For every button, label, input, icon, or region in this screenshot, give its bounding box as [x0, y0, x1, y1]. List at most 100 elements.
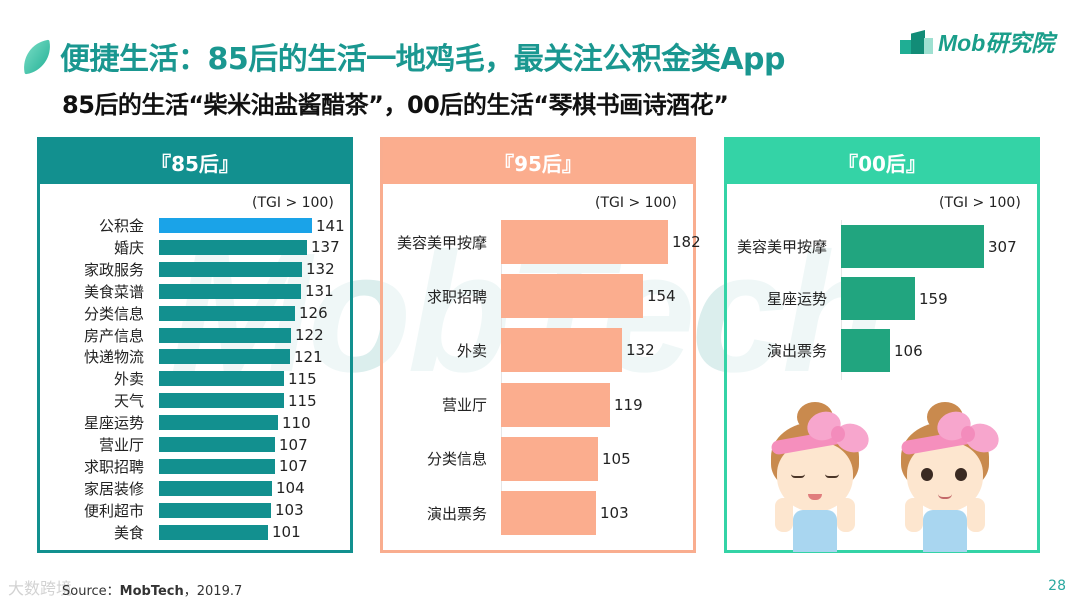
- bar-row: 星座运势 110: [40, 414, 311, 433]
- bar-row: 婚庆 137: [40, 238, 340, 257]
- source-brand: MobTech: [119, 584, 184, 599]
- bar: [501, 220, 668, 264]
- bar-label: 营业厅: [441, 396, 487, 415]
- panel-00: 『00后』 (TGI > 100) 美容美甲按摩 307 星座运势 159 演出票务 10…: [724, 137, 1040, 553]
- panel-85: 『85后』 (TGI > 100) 公积金 141 婚庆 137 家政服务 132 美食菜谱…: [37, 137, 353, 553]
- source-note: Source：MobTech，2019.7: [62, 584, 243, 599]
- panel-85-title: 『85后』: [40, 140, 350, 184]
- bar: [159, 283, 301, 299]
- bar: [841, 329, 890, 372]
- building-logo-icon: [900, 28, 934, 54]
- bar-row: 营业厅 107: [40, 435, 308, 455]
- bar: [159, 502, 271, 518]
- bar: [501, 382, 610, 427]
- bar: [159, 239, 307, 255]
- bar-label: 天气: [113, 392, 144, 411]
- bar-label: 家居装修: [83, 479, 144, 498]
- bar-label: 演出票务: [766, 342, 827, 360]
- bar-label: 营业厅: [98, 436, 144, 454]
- page-title: 便捷生活：85后的生活一地鸡毛，最关注公积金类App: [60, 42, 785, 77]
- bar-value: 159: [919, 289, 948, 308]
- bar: [159, 437, 275, 452]
- bar: [841, 225, 984, 268]
- bar-value: 137: [311, 238, 340, 257]
- panel-00-title: 『00后』: [727, 140, 1037, 184]
- bar-value: 141: [316, 216, 345, 235]
- bar: [159, 261, 302, 277]
- bar-row: 外卖 115: [40, 369, 317, 389]
- bar-value: 122: [295, 326, 324, 344]
- bar: [501, 274, 643, 319]
- bar: [159, 349, 290, 365]
- bar-value: 101: [272, 523, 301, 542]
- bar-label: 婚庆: [113, 238, 144, 257]
- bar-value: 132: [306, 260, 335, 279]
- bar-row: 营业厅 119: [383, 382, 643, 427]
- bar: [159, 524, 268, 540]
- bar-label: 求职招聘: [426, 287, 487, 306]
- bar-value: 105: [602, 449, 631, 468]
- girl-eyes-open-illustration: [885, 402, 1005, 552]
- girl-eyes-closed-illustration: [755, 402, 875, 552]
- bar-row: 天气 115: [40, 391, 317, 411]
- bar-label: 快递物流: [83, 348, 144, 367]
- bar: [501, 491, 596, 535]
- bar-row: 美容美甲按摩 307: [727, 225, 1017, 268]
- corner-watermark: 大数跨境: [8, 579, 73, 598]
- bar-label: 星座运势: [766, 290, 827, 308]
- bar-value: 307: [988, 237, 1017, 256]
- bar-value: 107: [279, 435, 308, 454]
- bar-value: 182: [672, 233, 701, 251]
- bar-value: 154: [647, 287, 676, 306]
- bar-value: 132: [626, 341, 655, 360]
- panel-95: 『95后』 (TGI > 100) 美容美甲按摩 182 求职招聘 154 外卖 132 营…: [380, 137, 701, 553]
- bar-label: 便利超市: [83, 501, 144, 520]
- bar-label: 分类信息: [83, 304, 144, 323]
- bar-row: 美食菜谱 131: [40, 282, 334, 301]
- bar-row: 演出票务 103: [383, 491, 629, 535]
- bar: [159, 480, 272, 496]
- bar-label: 求职招聘: [83, 457, 144, 476]
- bar-row: 求职招聘 154: [383, 274, 676, 319]
- bar-value: 131: [305, 282, 334, 301]
- bar: [159, 458, 275, 474]
- bar-label: 分类信息: [426, 450, 487, 469]
- bar-value: 103: [275, 501, 304, 520]
- bar-row: 星座运势 159: [727, 277, 948, 320]
- bar-row: 快递物流 121: [40, 347, 323, 367]
- tgi-note: (TGI > 100): [252, 195, 334, 211]
- bar-value: 106: [894, 341, 923, 360]
- bar-row: 房产信息 122: [40, 326, 324, 345]
- bar-row: 求职招聘 107: [40, 457, 308, 476]
- bar-value: 126: [299, 304, 328, 323]
- bar: [159, 393, 284, 409]
- bar-row: 分类信息 105: [383, 436, 631, 481]
- bar: [501, 436, 598, 481]
- bar-label: 演出票务: [426, 504, 487, 523]
- bar: [501, 328, 622, 373]
- bar-label: 外卖: [113, 370, 144, 389]
- bar: [159, 327, 291, 343]
- bar-label: 家政服务: [83, 260, 144, 279]
- bar-label: 星座运势: [83, 414, 144, 433]
- axis-line: [501, 220, 502, 530]
- bar-value: 115: [288, 391, 317, 410]
- bar-value: 107: [279, 457, 308, 476]
- bar: [159, 305, 295, 321]
- leaf-icon: [19, 39, 55, 75]
- panel-95-title: 『95后』: [383, 140, 693, 184]
- tgi-note: (TGI > 100): [595, 195, 677, 211]
- bar-label: 房产信息: [83, 326, 144, 345]
- bar-row: 家居装修 104: [40, 479, 305, 498]
- bar: [159, 218, 312, 233]
- bar: [841, 277, 915, 320]
- bar-label: 美容美甲按摩: [396, 233, 487, 252]
- bar-row: 演出票务 106: [727, 329, 923, 372]
- bar-row: 美食 101: [40, 523, 301, 542]
- bar-label: 公积金: [98, 217, 144, 235]
- bar-row: 外卖 132: [383, 328, 655, 373]
- bar-value: 121: [294, 347, 323, 366]
- bar-row: 美容美甲按摩 182: [383, 220, 701, 264]
- bar-value: 115: [288, 369, 317, 388]
- page-subtitle: 85后的生活“柴米油盐酱醋茶”，00后的生活“琴棋书画诗酒花”: [62, 91, 729, 119]
